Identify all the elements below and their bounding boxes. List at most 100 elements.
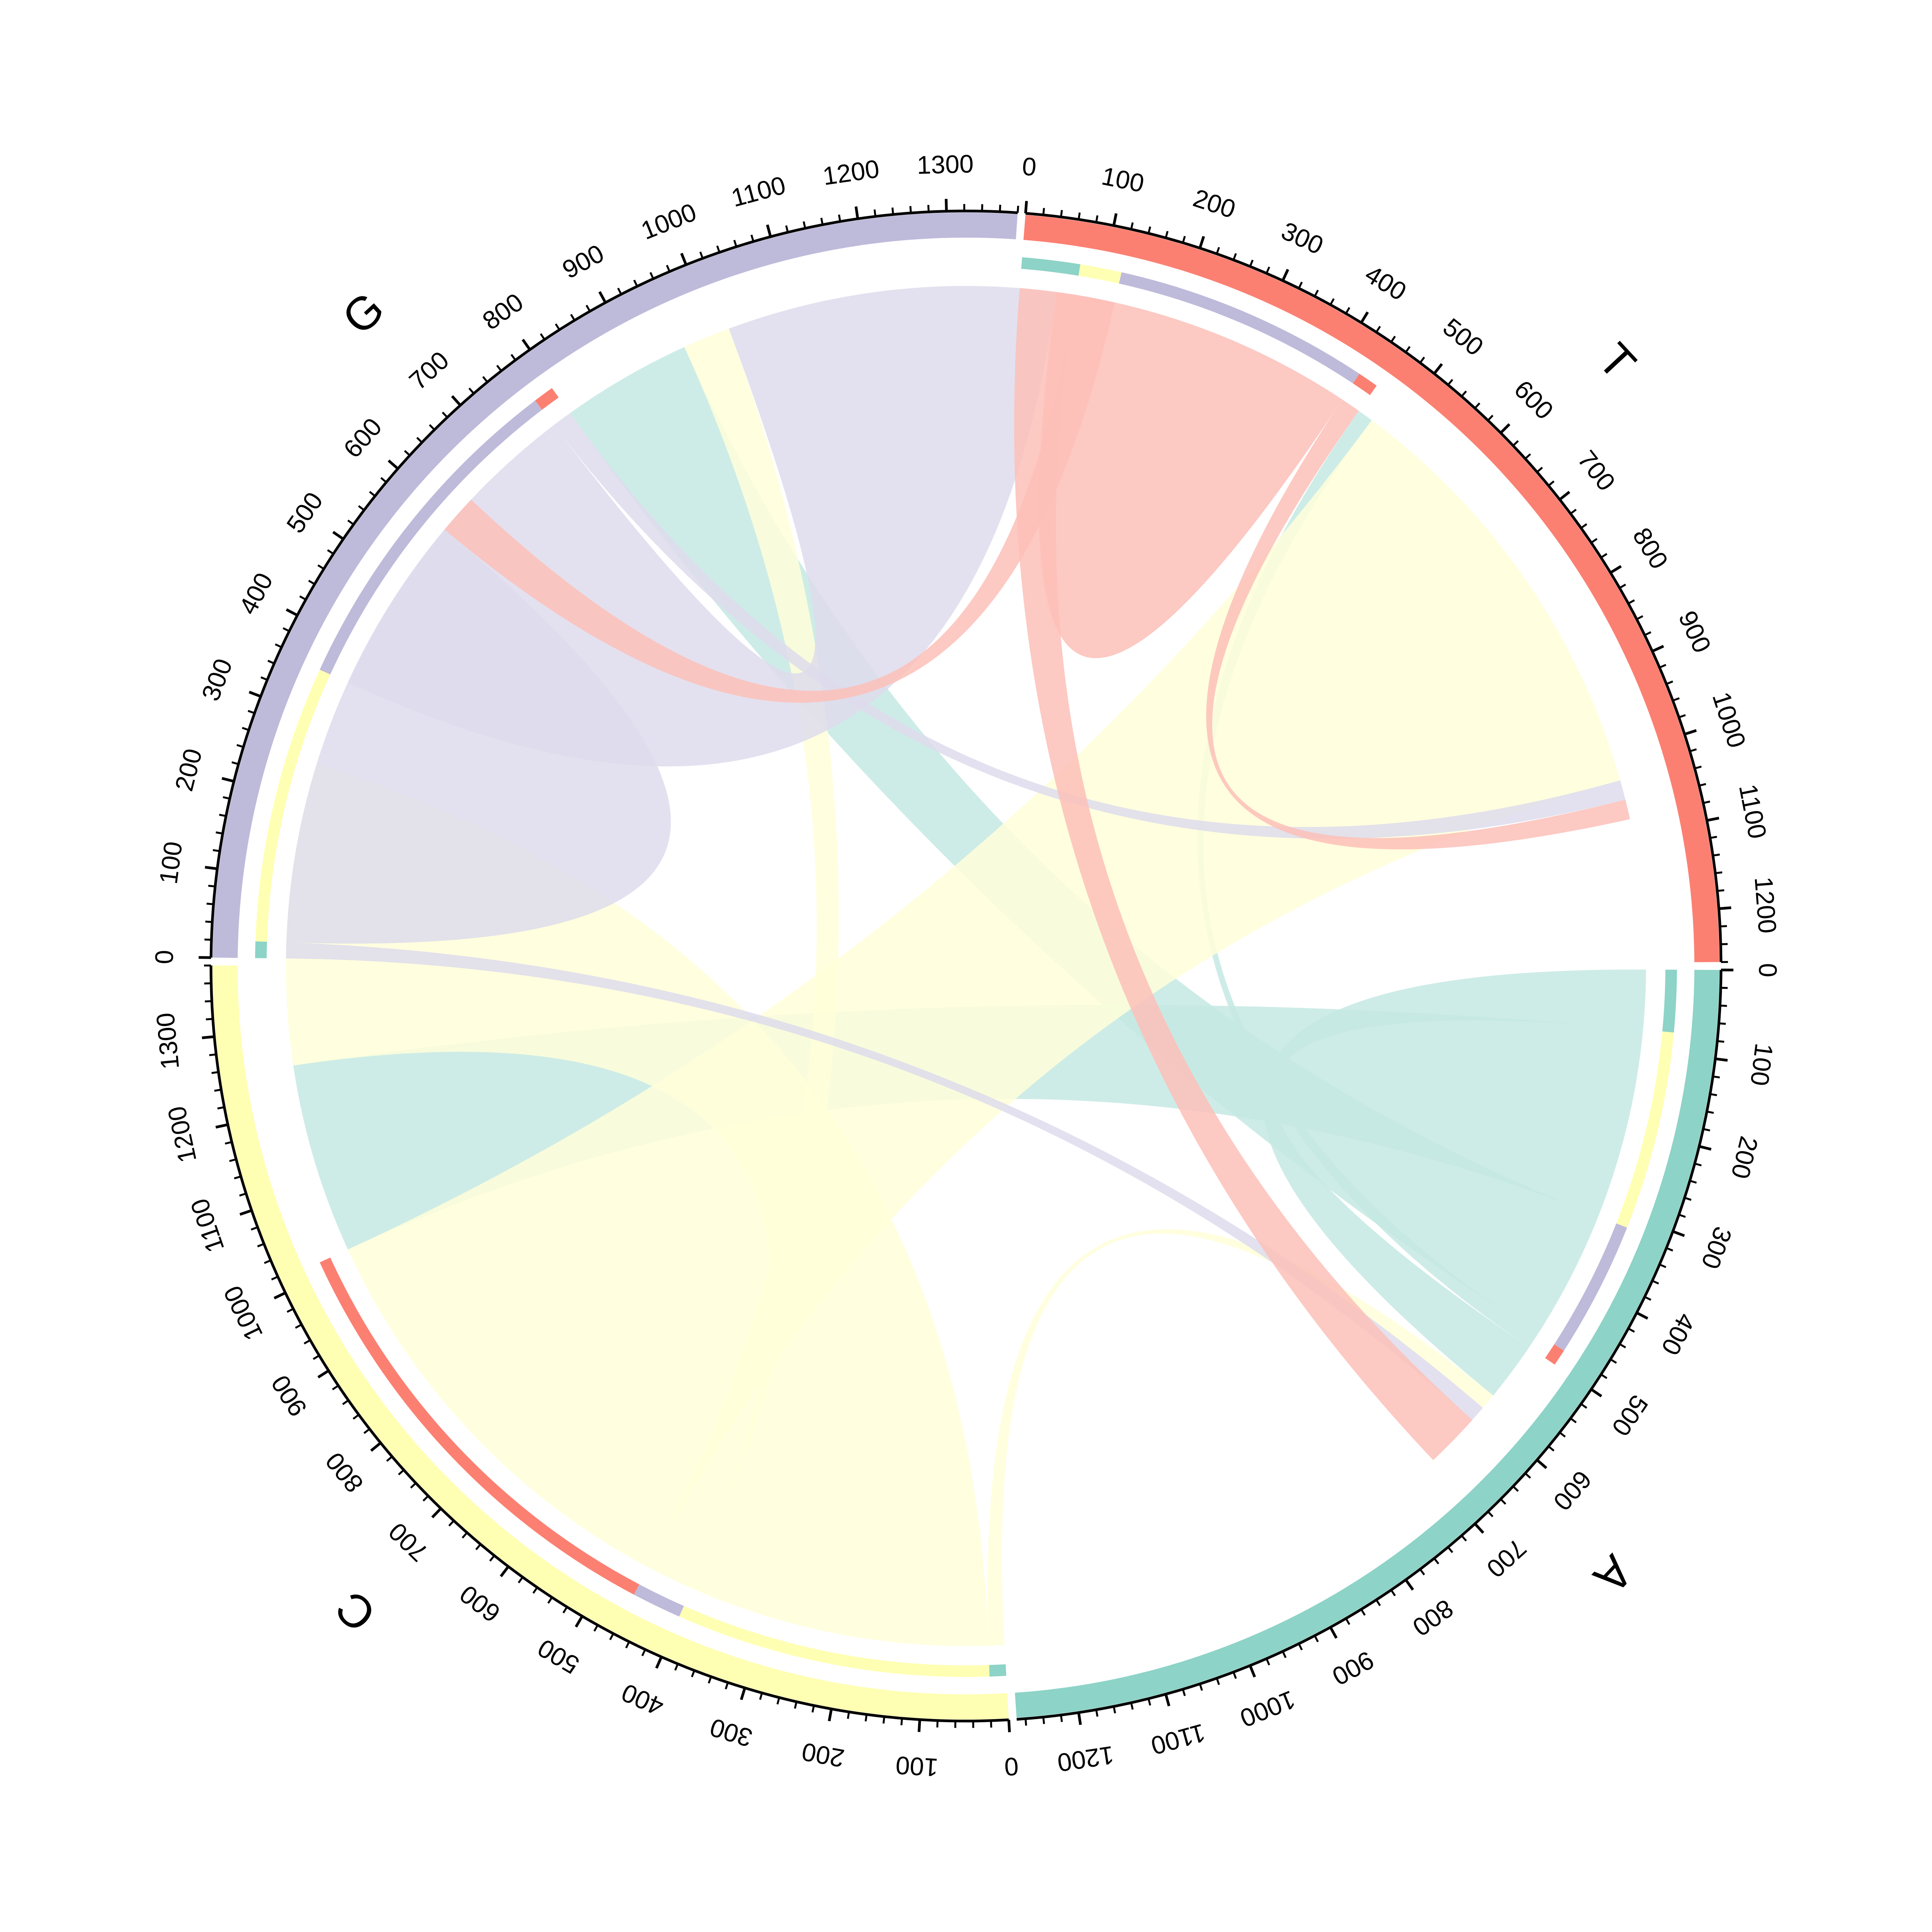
minor-tick (540, 333, 546, 340)
minor-tick (1147, 1698, 1151, 1706)
minor-tick (299, 595, 306, 600)
major-tick (451, 395, 462, 406)
major-tick (522, 338, 531, 350)
minor-tick (1689, 748, 1697, 752)
major-tick (1281, 269, 1289, 281)
minor-tick (475, 1543, 481, 1550)
minor-tick (666, 265, 671, 272)
minor-tick (1659, 1264, 1667, 1268)
minor-tick (1713, 854, 1720, 857)
axis-G (209, 209, 1018, 958)
major-tick (1610, 565, 1622, 574)
major-tick (239, 1209, 252, 1216)
major-tick (1248, 1665, 1256, 1678)
minor-tick (1419, 357, 1425, 364)
tick-label: 300 (1277, 216, 1328, 260)
minor-tick (716, 245, 721, 253)
minor-tick (234, 1175, 242, 1180)
minor-tick (1666, 1247, 1673, 1252)
minor-tick (649, 272, 654, 279)
minor-tick (1679, 1214, 1686, 1218)
minor-tick (1703, 800, 1711, 804)
track-C-to-A (989, 1664, 1007, 1677)
minor-tick (570, 314, 576, 321)
minor-tick (990, 1720, 992, 1728)
tick-label: 1300 (917, 149, 974, 179)
minor-tick (347, 519, 354, 526)
minor-tick (1600, 1373, 1607, 1379)
minor-tick (750, 235, 755, 242)
major-tick (1077, 1712, 1082, 1725)
tick-label: 100 (1745, 1042, 1779, 1087)
minor-tick (1282, 1651, 1287, 1658)
minor-tick (448, 1520, 455, 1527)
minor-tick (691, 1670, 696, 1677)
minor-tick (1715, 871, 1723, 874)
tick-label: 1000 (218, 1281, 268, 1345)
tick-label: 1200 (1056, 1741, 1116, 1777)
minor-tick (1345, 307, 1350, 314)
major-tick (286, 608, 298, 617)
tick-label: 1000 (1707, 689, 1752, 751)
minor-tick (380, 477, 387, 483)
minor-tick (248, 710, 255, 714)
minor-tick (1672, 697, 1680, 702)
major-tick (1112, 213, 1118, 226)
track-A-to-T (1545, 1344, 1564, 1365)
minor-tick (1684, 1197, 1692, 1201)
minor-tick (1060, 210, 1063, 217)
minor-tick (1600, 553, 1607, 559)
minor-tick (1345, 1618, 1350, 1625)
track-A-to-G (1554, 1223, 1627, 1351)
tick-label: 700 (403, 345, 454, 395)
minor-tick (332, 1384, 339, 1390)
minor-tick (224, 1141, 232, 1145)
minor-tick (1474, 402, 1481, 409)
track-C-to-G (634, 1584, 684, 1617)
minor-tick (1447, 379, 1453, 386)
major-tick (1164, 1694, 1170, 1707)
tick-label: 400 (233, 568, 279, 619)
axis-T (1025, 212, 1723, 962)
minor-tick (1461, 1535, 1467, 1542)
minor-tick (785, 225, 789, 233)
tick-label: 600 (1548, 1465, 1597, 1516)
minor-tick (461, 1532, 468, 1539)
tick-label: 0 (1003, 1752, 1019, 1781)
track-G-to-T (535, 388, 559, 410)
minor-tick (510, 354, 517, 361)
minor-tick (231, 761, 239, 765)
tick-label: 0 (1753, 963, 1782, 977)
minor-tick (404, 450, 411, 456)
minor-tick (1710, 1093, 1717, 1096)
tick-label: 300 (1696, 1223, 1738, 1273)
minor-tick (1644, 1296, 1651, 1301)
major-tick (1684, 729, 1697, 736)
major-tick (202, 1035, 214, 1039)
minor-tick (250, 1226, 258, 1231)
minor-tick (213, 849, 220, 852)
minor-tick (562, 1606, 568, 1614)
track-T-to-G (1119, 272, 1360, 384)
major-tick (1405, 1579, 1414, 1591)
tick-label: 700 (383, 1517, 434, 1567)
minor-tick (936, 1720, 939, 1728)
track-G-to-A (255, 941, 267, 958)
minor-tick (271, 1276, 279, 1281)
minor-tick (1720, 1004, 1727, 1007)
link-T-G (1039, 292, 1342, 658)
major-tick (680, 253, 687, 265)
tick-label: 500 (1438, 313, 1489, 361)
track-A-to-C (1616, 1031, 1674, 1228)
minor-tick (1570, 509, 1577, 515)
major-tick (1198, 236, 1205, 249)
minor-tick (1249, 259, 1254, 267)
tick-label: 800 (477, 287, 529, 335)
minor-tick (1314, 289, 1319, 297)
tick-label: 800 (1627, 522, 1674, 574)
minor-tick (555, 323, 560, 330)
major-tick (945, 199, 948, 211)
tick-label: 900 (558, 239, 609, 284)
minor-tick (264, 1259, 271, 1264)
